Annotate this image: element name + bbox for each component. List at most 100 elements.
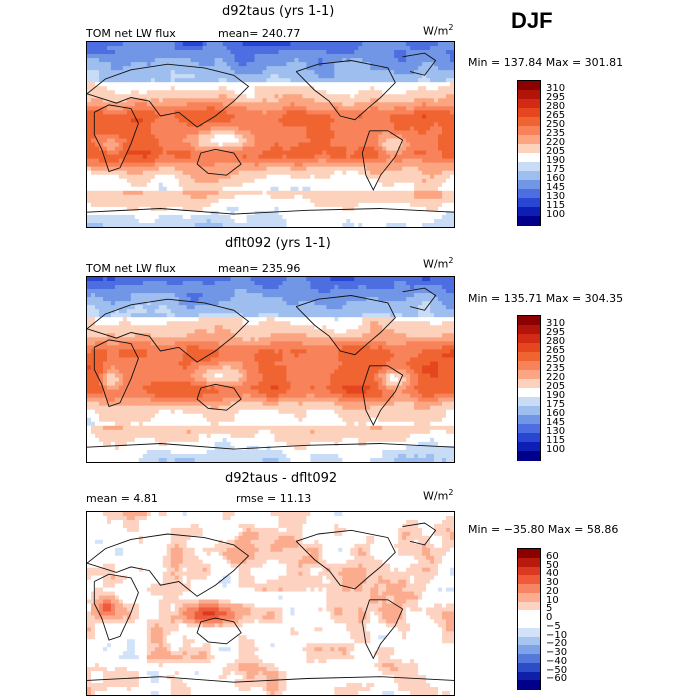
map-field-cell	[238, 285, 244, 290]
map-field-cell	[118, 98, 124, 103]
map-field-cell	[98, 138, 104, 144]
map-field-cell	[122, 82, 128, 87]
map-field-cell	[106, 293, 112, 298]
map-field-cell	[206, 162, 212, 168]
map-field-cell	[178, 182, 184, 188]
map-field-cell	[166, 54, 172, 59]
map-field-cell	[418, 218, 423, 224]
map-field-cell	[210, 122, 216, 128]
map-field-cell	[322, 206, 327, 212]
map-field-cell	[310, 170, 315, 176]
map-field-cell	[134, 174, 140, 180]
map-field-cell	[302, 186, 307, 192]
map-field-cell	[146, 214, 152, 220]
map-field-cell	[366, 301, 371, 306]
map-field-cell	[194, 146, 200, 152]
map-field-cell	[134, 166, 140, 172]
map-field-cell	[246, 170, 252, 176]
map-field-cell	[286, 42, 292, 47]
map-field-cell	[306, 154, 311, 160]
map-field-cell	[282, 62, 288, 67]
map-field-cell	[146, 146, 152, 152]
map-field-cell	[130, 94, 136, 99]
map-field-cell	[302, 170, 307, 176]
map-field-cell	[326, 54, 331, 59]
map-field-cell	[266, 170, 272, 176]
map-field-cell	[330, 110, 335, 115]
map-field-cell	[174, 166, 180, 172]
map-field-cell	[262, 118, 268, 124]
map-field-cell	[314, 42, 319, 47]
map-field-cell	[246, 174, 252, 180]
map-field-cell	[90, 174, 96, 180]
map-field-cell	[286, 90, 292, 95]
map-field-cell	[130, 98, 136, 103]
map-field-cell	[386, 58, 391, 63]
map-field-cell	[346, 182, 351, 188]
map-field-cell	[330, 162, 335, 168]
map-field-cell	[122, 289, 128, 294]
colorbar-cell	[518, 198, 540, 208]
map-field-cell	[87, 198, 92, 204]
map-field-cell	[186, 102, 192, 107]
map-field-cell	[150, 70, 156, 75]
map-field-cell	[122, 202, 128, 208]
map-field-cell	[290, 198, 296, 204]
map-field-cell	[190, 222, 196, 227]
map-field-cell	[378, 154, 383, 160]
map-field-cell	[250, 94, 256, 99]
map-field-cell	[298, 158, 304, 164]
map-field-cell	[438, 297, 443, 302]
map-field-cell	[182, 297, 188, 302]
map-field-cell	[374, 218, 379, 224]
map-field-cell	[274, 142, 280, 148]
map-field-cell	[214, 70, 220, 75]
map-field-cell	[350, 198, 355, 204]
map-field-cell	[206, 154, 212, 160]
map-field-cell	[422, 86, 427, 91]
map-field-cell	[146, 182, 152, 188]
map-field-cell	[362, 70, 367, 75]
map-field-cell	[146, 297, 152, 302]
map-field-cell	[418, 66, 423, 71]
panel-2-title: dflt092 (yrs 1-1)	[225, 236, 331, 251]
map-field-cell	[402, 146, 407, 152]
colorbar-cell	[518, 144, 540, 154]
map-field-cell	[238, 150, 244, 156]
map-field-cell	[174, 281, 180, 286]
map-field-cell	[318, 178, 323, 184]
map-field-cell	[194, 70, 200, 75]
map-field-cell	[118, 58, 124, 63]
map-field-cell	[250, 214, 256, 220]
map-field-cell	[390, 182, 395, 188]
map-field-cell	[130, 186, 136, 192]
map-field-cell	[378, 198, 383, 204]
map-field-cell	[406, 42, 411, 47]
map-field-cell	[94, 122, 100, 128]
map-field-cell	[298, 289, 304, 294]
map-field-cell	[442, 50, 447, 55]
map-field-cell	[266, 218, 272, 224]
map-field-cell	[294, 301, 300, 306]
map-field-cell	[446, 174, 451, 180]
map-field-cell	[170, 218, 176, 224]
map-field-cell	[386, 158, 391, 164]
map-field-cell	[434, 190, 439, 196]
map-field-cell	[374, 134, 379, 140]
map-field-cell	[230, 285, 236, 290]
map-field-cell	[198, 74, 204, 79]
map-field-cell	[174, 58, 180, 63]
map-field-cell	[418, 154, 423, 160]
map-field-cell	[190, 214, 196, 220]
map-field-cell	[178, 150, 184, 156]
map-field-cell	[382, 86, 387, 91]
map-field-cell	[274, 222, 280, 227]
map-field-cell	[338, 281, 343, 286]
map-field-cell	[346, 66, 351, 71]
map-field-cell	[278, 198, 284, 204]
map-field-cell	[146, 114, 152, 120]
map-field-cell	[422, 150, 427, 156]
map-field-cell	[270, 194, 276, 200]
map-field-cell	[214, 182, 220, 188]
map-field-cell	[218, 170, 224, 176]
